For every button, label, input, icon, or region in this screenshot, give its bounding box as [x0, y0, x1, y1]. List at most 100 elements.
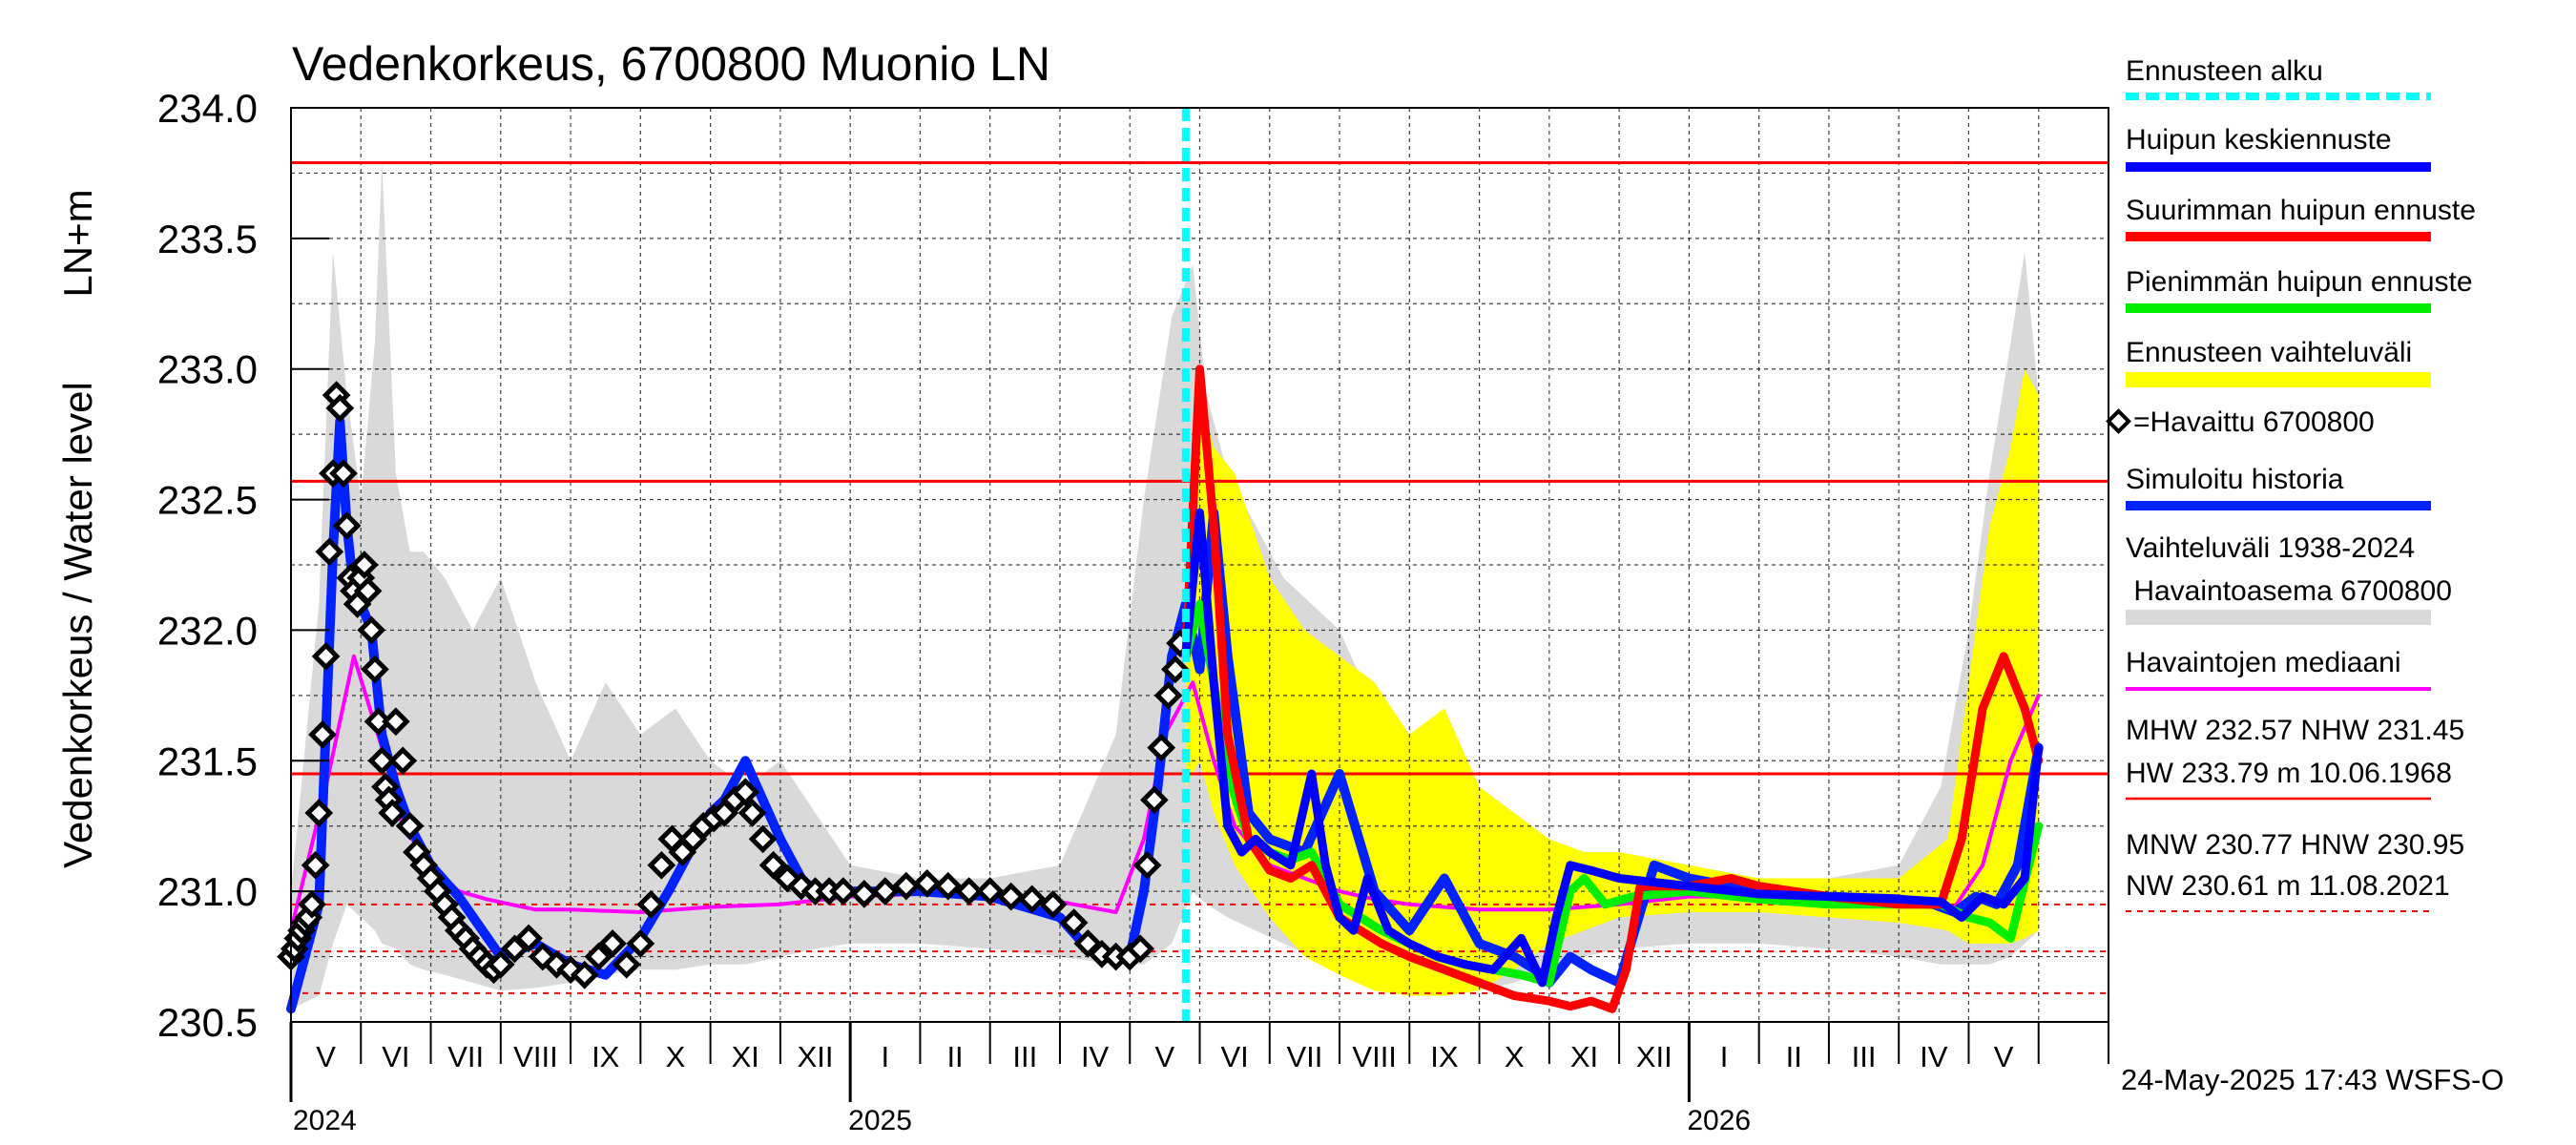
- observed-point: [329, 459, 358, 489]
- x-month-label: I: [881, 1040, 889, 1073]
- legend-forecast-start-label: Ennusteen alku: [2126, 55, 2323, 87]
- observed-point: [975, 877, 1005, 906]
- y-tick-label: 234.0: [157, 86, 258, 131]
- legend-max-forecast-label: Suurimman huipun ennuste: [2126, 195, 2476, 226]
- observed-point: [636, 889, 666, 919]
- x-month-label: X: [1505, 1040, 1525, 1073]
- x-month-label: IX: [1430, 1040, 1459, 1073]
- x-month-label: III: [1012, 1040, 1037, 1073]
- x-month-label: II: [1786, 1040, 1802, 1073]
- legend-median-label: Havaintojen mediaani: [2126, 647, 2401, 678]
- observed-point: [332, 511, 362, 540]
- x-month-label: XII: [798, 1040, 834, 1073]
- observed-point: [304, 799, 334, 827]
- observed-point: [647, 850, 676, 880]
- observed-point: [748, 824, 778, 854]
- observed-point: [1147, 733, 1176, 762]
- observed-point: [353, 576, 383, 606]
- legend-hist-range-label: Vaihteluväli 1938-2024: [2126, 532, 2415, 564]
- y-axis-label-outer: Vedenkorkeus / Water level: [55, 382, 100, 868]
- observed-point: [1038, 889, 1068, 919]
- observed-point: [325, 393, 355, 423]
- observed-point: [388, 746, 418, 776]
- observed-point: [954, 877, 984, 906]
- observed-point: [1161, 655, 1190, 684]
- y-tick-label: 233.0: [157, 347, 258, 392]
- legend-high-stats-label: MHW 232.57 NHW 231.45: [2126, 715, 2464, 746]
- x-month-label: V: [1155, 1040, 1175, 1073]
- x-month-label: IX: [592, 1040, 620, 1073]
- legend-simulated-label: Simuloitu historia: [2126, 464, 2344, 495]
- x-year-label: 2026: [1687, 1105, 1751, 1136]
- observed-point: [626, 929, 655, 958]
- y-tick-label: 230.5: [157, 1000, 258, 1045]
- observed-point: [570, 960, 599, 989]
- x-month-label: VI: [382, 1040, 409, 1073]
- x-month-label: VII: [1286, 1040, 1322, 1073]
- x-month-label: IV: [1081, 1040, 1110, 1073]
- x-month-label: V: [316, 1040, 336, 1073]
- observed-point: [731, 778, 760, 806]
- legend-observed-label: =Havaittu 6700800: [2133, 406, 2375, 438]
- observed-point: [361, 655, 389, 684]
- observed-point: [870, 877, 900, 906]
- observed-point: [1126, 934, 1155, 964]
- observed-point: [486, 949, 515, 979]
- observed-point: [598, 929, 627, 958]
- x-month-label: VII: [447, 1040, 484, 1073]
- y-tick-label: 231.5: [157, 739, 258, 783]
- x-month-label: II: [946, 1040, 963, 1073]
- legend-low-stats-label: MNW 230.77 HNW 230.95: [2126, 829, 2464, 861]
- legend-hist-range-label2: Havaintoasema 6700800: [2126, 575, 2452, 607]
- x-month-label: V: [1994, 1040, 2014, 1073]
- observed-point: [933, 871, 963, 901]
- observed-point: [364, 707, 393, 737]
- y-tick-label: 232.0: [157, 608, 258, 653]
- footer-timestamp: 24-May-2025 17:43 WSFS-O: [2121, 1063, 2503, 1096]
- legend-low-stats-label2: NW 230.61 m 11.08.2021: [2126, 870, 2450, 902]
- y-tick-label: 232.5: [157, 478, 258, 523]
- observed-point: [350, 551, 379, 579]
- observed-point: [849, 880, 879, 908]
- observed-point: [758, 850, 788, 880]
- legend-observed-marker: [2106, 408, 2131, 434]
- observed-point: [1153, 681, 1183, 710]
- x-year-label: 2024: [293, 1105, 357, 1136]
- legend-min-forecast-label: Pienimmän huipun ennuste: [2126, 266, 2473, 298]
- observed-point: [891, 871, 921, 901]
- x-month-label: I: [1720, 1040, 1729, 1073]
- plot-area: [277, 107, 2109, 1023]
- observed-point: [514, 924, 543, 953]
- forecast-lines-layer: [1181, 364, 2044, 1013]
- observed-point: [378, 799, 407, 827]
- x-month-label: VI: [1220, 1040, 1248, 1073]
- x-month-label: III: [1852, 1040, 1877, 1073]
- observed-point: [1017, 885, 1047, 914]
- observed-point: [382, 707, 410, 737]
- observed-point: [996, 882, 1026, 911]
- legend: Ennusteen alku Huipun keskiennuste Suuri…: [2106, 55, 2476, 912]
- observed-point: [612, 949, 641, 979]
- legend-high-stats-label2: HW 233.79 m 10.06.1968: [2126, 758, 2452, 789]
- y-axis-label-inner: LN+m: [55, 189, 100, 297]
- x-month-label: XI: [732, 1040, 759, 1073]
- observed-point: [737, 799, 767, 827]
- x-month-label: X: [666, 1040, 686, 1073]
- y-tick-label: 233.5: [157, 217, 258, 261]
- observed-point: [357, 615, 386, 645]
- observed-point: [301, 850, 330, 880]
- x-month-label: XII: [1636, 1040, 1672, 1073]
- x-month-label: IV: [1920, 1040, 1948, 1073]
- observed-point: [367, 746, 397, 776]
- axes: 230.5 231.0 231.5 232.0 232.5 233.0 233.5 234.0…: [157, 86, 2109, 1136]
- x-month-label: VIII: [1352, 1040, 1397, 1073]
- observed-point: [912, 869, 942, 898]
- x-month-label: XI: [1570, 1040, 1598, 1073]
- observed-point: [395, 811, 425, 841]
- y-tick-label: 231.0: [157, 869, 258, 914]
- observed-point: [298, 889, 326, 919]
- x-year-label: 2025: [848, 1105, 912, 1136]
- observed-point: [311, 641, 341, 671]
- observed-point: [828, 877, 858, 906]
